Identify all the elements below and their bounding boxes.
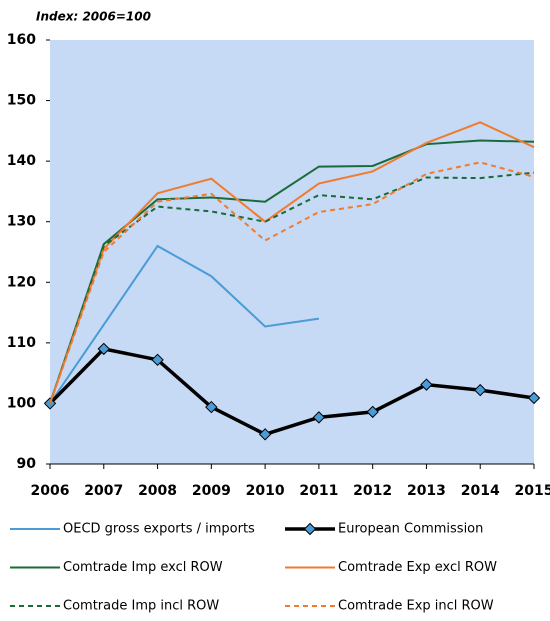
x-tick-label: 2013: [407, 483, 446, 499]
x-tick-label: 2009: [192, 483, 231, 499]
x-tick-label: 2007: [84, 483, 123, 499]
marker: [420, 378, 433, 391]
y-tick-label: 90: [17, 456, 37, 472]
marker: [366, 405, 379, 419]
marker: [258, 428, 272, 441]
y-tick-label: 110: [7, 335, 36, 351]
marker: [43, 397, 57, 410]
series-line: [49, 171, 535, 404]
series-line: [49, 161, 535, 404]
legend-label: OECD gross exports / imports: [63, 522, 255, 537]
x-tick-label: 2014: [461, 483, 500, 499]
y-tick-label: 140: [7, 153, 36, 169]
x-tick-label: 2015: [515, 483, 550, 499]
x-tick-label: 2008: [138, 483, 177, 499]
legend-marker: [303, 522, 317, 536]
series-line: [49, 244, 320, 404]
marker: [527, 391, 541, 405]
y-tick-label: 130: [7, 214, 36, 230]
x-tick-label: 2010: [246, 483, 285, 499]
plot-area: [50, 40, 534, 464]
legend-label: Comtrade Imp incl ROW: [63, 599, 219, 614]
x-tick-label: 2006: [31, 483, 70, 499]
chart-subtitle: Index: 2006=100: [36, 10, 151, 24]
marker: [97, 342, 110, 356]
x-tick-label: 2011: [299, 483, 338, 499]
marker: [151, 353, 164, 367]
legend-label: Comtrade Exp excl ROW: [338, 560, 497, 575]
legend-label: Comtrade Exp incl ROW: [338, 599, 494, 614]
series-line: [48, 347, 535, 437]
series-line: [49, 121, 535, 404]
legend-label: Comtrade Imp excl ROW: [63, 560, 223, 575]
y-tick-label: 160: [7, 32, 36, 48]
marker: [474, 383, 487, 397]
y-tick-label: 150: [7, 93, 36, 109]
x-tick-label: 2012: [353, 483, 392, 499]
marker: [205, 400, 218, 414]
marker: [312, 411, 326, 424]
y-tick-label: 100: [7, 395, 36, 411]
y-tick-label: 120: [7, 274, 36, 290]
legend-label: European Commission: [338, 522, 483, 537]
